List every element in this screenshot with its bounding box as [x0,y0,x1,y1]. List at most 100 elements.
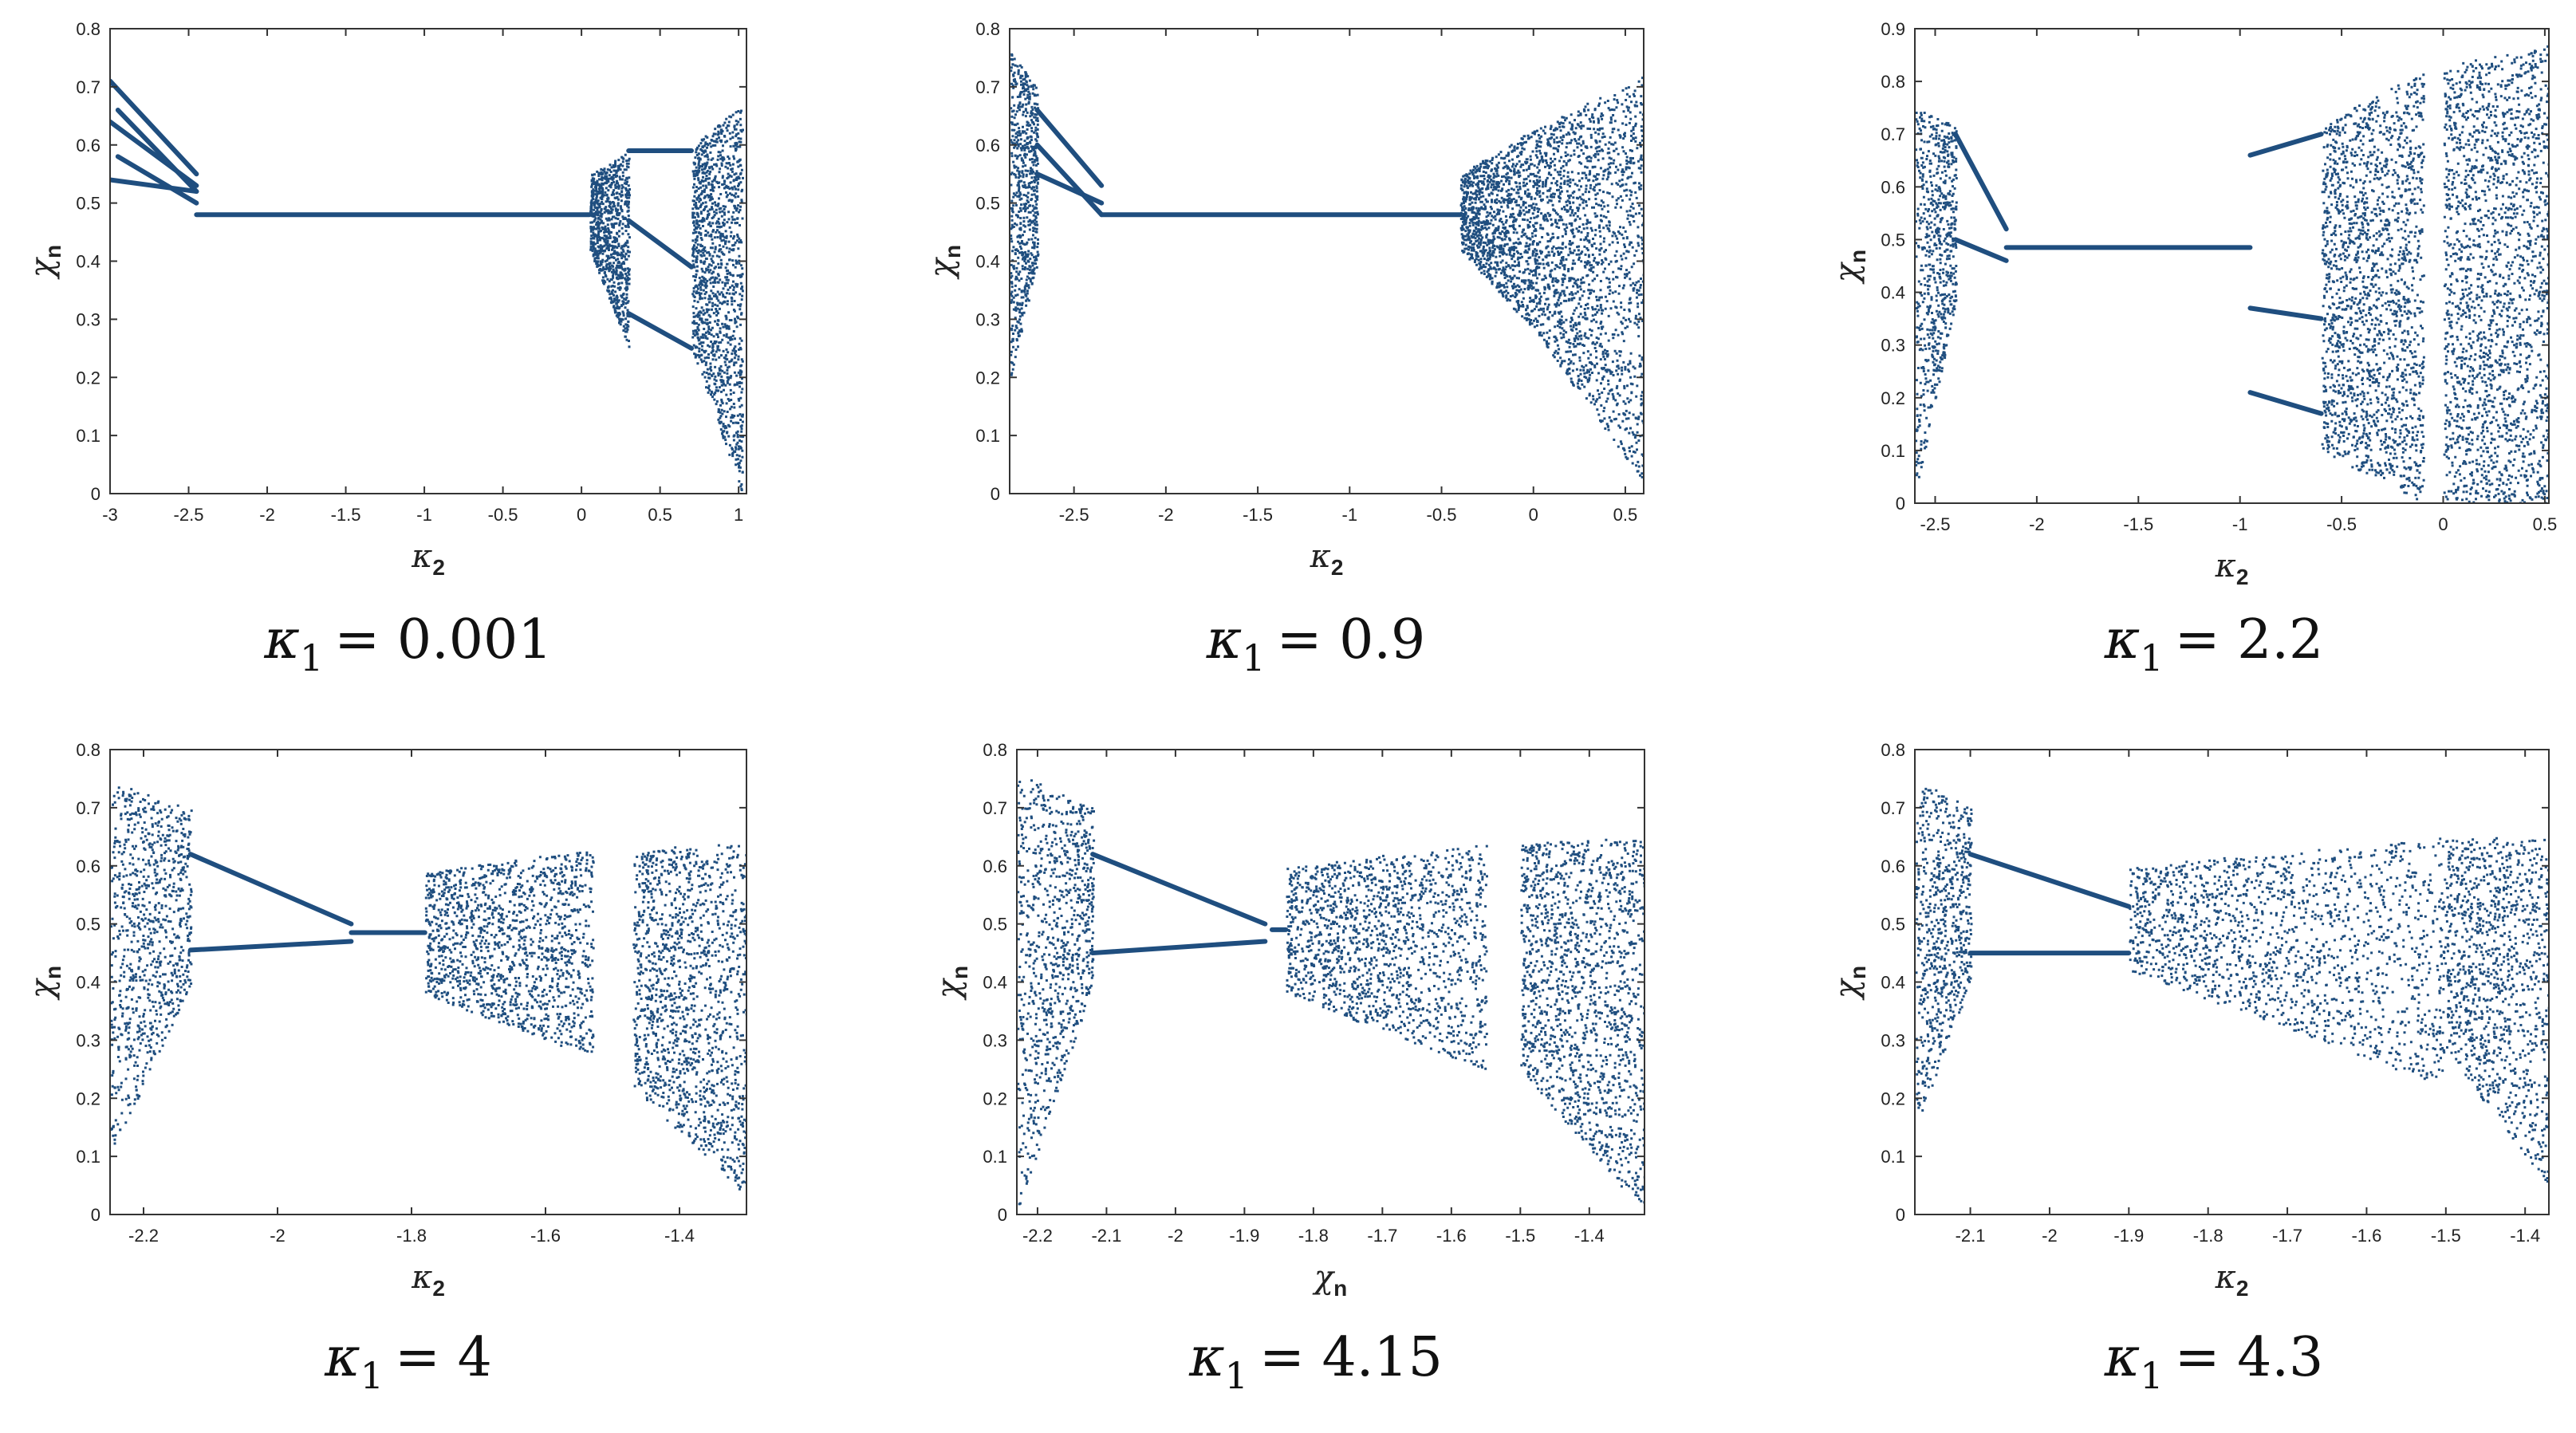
y-tick-label: 0.9 [1881,19,1905,39]
x-tick-label: -1.5 [331,505,361,525]
y-tick-label: 0.4 [983,973,1007,993]
chaotic-region-3 [2445,837,2549,1186]
y-tick-label: 0.3 [1881,336,1905,356]
chaotic-region-2 [1286,844,1488,1070]
x-tick-label: -2 [2042,1226,2058,1246]
y-tick-label: 0.6 [975,136,1000,156]
x-tick-label: -1.8 [2193,1226,2223,1246]
chart-panel-3: -2.5 -2 -1.5 -1 -0.5 0 0.5 0 0.1 0.2 0.3 0.4 0.5 0.6 0… [1829,19,2557,679]
chaotic-region-3 [1533,77,1644,482]
periodic-branch-6 [2247,390,2324,416]
x-tick-label: -2.2 [128,1226,159,1246]
x-tick-label: -2 [1168,1226,1184,1246]
y-tick-label: 0.6 [76,856,100,876]
periodic-branch-2 [1034,171,1105,206]
y-tick-label: 0 [91,1205,100,1225]
y-tick-label: 0.2 [1881,1089,1905,1108]
chaotic-region-1 [110,786,193,1145]
x-tick-label: -1 [416,505,432,525]
x-tick-label: 1 [734,505,743,525]
periodic-branch-4 [2247,132,2324,158]
x-tick-label: -1.5 [2431,1226,2461,1246]
y-tick-label: 0.5 [975,194,1000,214]
x-tick-label: -2.1 [1956,1226,1986,1246]
x-tick-label: -1.6 [530,1226,561,1246]
x-tick-label: -2.5 [1059,505,1089,525]
y-tick-label: 0.7 [76,77,100,97]
y-tick-label: 0.6 [76,136,100,156]
x-tick-label: 0 [1529,505,1538,525]
x-tick-label: -2.5 [174,505,204,525]
chart-panel-1: -3 -2.5 -2 -1.5 -1 -0.5 0 0.5 1 0 0.1 0.2 0.3 0.4 0.5 0… [24,19,747,679]
panel-caption: κ1 = 0.001 [263,608,552,679]
chaotic-region-1 [1915,112,1958,478]
x-tick-label: -2.1 [1091,1226,1121,1246]
y-tick-label: 0.3 [1881,1030,1905,1050]
chaotic-region-2 [1459,130,1536,326]
x-tick-label: 0.5 [648,505,672,525]
y-tick-label: 0.7 [983,798,1007,818]
chaotic-region-3 [1520,838,1644,1204]
chart-panel-5: -2.2 -2.1 -2 -1.9 -1.8 -1.7 -1.6 -1.5 -1.4 0 0.1 0.… [931,740,1645,1397]
panel-caption: κ1 = 4.15 [1188,1326,1443,1397]
periodic-branch-2 [1090,939,1268,956]
x-tick-label: -2.5 [1920,514,1951,534]
x-tick-label: -1.8 [1298,1226,1329,1246]
x-tick-label: -1.5 [2123,514,2153,534]
chaotic-region-3 [2443,45,2549,503]
y-tick-label: 0 [1896,1205,1905,1225]
periodic-branch-3 [1034,142,1105,218]
chaotic-region-1 [1915,787,1973,1112]
plot-area [1915,45,2549,503]
x-axis-label: κ2 [2215,1259,2249,1301]
y-tick-label: 0 [1896,494,1905,514]
x-tick-label: -2 [259,505,275,525]
y-tick-label: 0.3 [76,309,100,329]
x-tick-label: -1.7 [1367,1226,1397,1246]
chaotic-region-2 [2321,73,2425,501]
chaotic-region-3 [632,844,746,1191]
x-tick-label: -1.9 [2113,1226,2144,1246]
y-axis-label: χn [24,245,65,280]
periodic-branch-5 [115,154,199,206]
periodic-branch-1 [1090,852,1268,927]
y-tick-label: 0 [991,484,1000,504]
y-tick-label: 0.4 [1881,973,1905,993]
x-tick-label: -2 [270,1226,286,1246]
periodic-branch-2 [187,939,354,953]
x-axis-label: κ2 [1310,538,1344,580]
y-tick-label: 0.1 [983,1147,1007,1167]
y-tick-label: 0 [91,484,100,504]
periodic-branch-1 [1034,108,1105,188]
y-tick-label: 0.5 [1881,230,1905,250]
periodic-branch-1 [110,78,199,177]
chaotic-region-1 [589,153,632,348]
y-tick-label: 0.4 [1881,283,1905,303]
x-tick-label: -0.5 [1427,505,1457,525]
x-tick-label: 0 [2438,514,2448,534]
chaotic-region-2 [2129,837,2448,1081]
x-tick-label: -1 [1342,505,1358,525]
panel-caption: κ1 = 2.2 [2104,608,2324,679]
y-tick-label: 0.1 [76,426,100,446]
y-tick-label: 0.2 [76,1089,100,1108]
chart-panel-6: -2.1 -2 -1.9 -1.8 -1.7 -1.6 -1.5 -1.4 0 0.1 0.2 0.3… [1829,740,2550,1397]
periodic-branch-8 [626,218,695,270]
y-axis-label: χn [24,966,65,1001]
y-tick-label: 0.4 [76,252,100,272]
chart-panel-4: -2.2 -2 -1.8 -1.6 -1.4 0 0.1 0.2 0.3 0.4 0.5 0.6 0.7… [24,740,747,1397]
y-axis-label: χn [931,966,972,1001]
y-tick-label: 0.2 [1881,388,1905,408]
y-tick-label: 0.8 [1881,72,1905,92]
periodic-branch-9 [626,311,695,351]
y-tick-label: 0.3 [76,1030,100,1050]
chart-panel-2: -2.5 -2 -1.5 -1 -0.5 0 0.5 0 0.1 0.2 0.3 0.4 0.5 0.6 0… [924,19,1644,679]
periodic-branch-4 [115,108,199,195]
x-tick-label: -1.7 [2272,1226,2302,1246]
y-tick-label: 0.4 [975,252,1000,272]
y-tick-label: 0.1 [1881,1147,1905,1167]
plot-area [1017,779,1644,1206]
x-tick-label: 0.5 [1613,505,1638,525]
periodic-branch-5 [2247,305,2324,321]
